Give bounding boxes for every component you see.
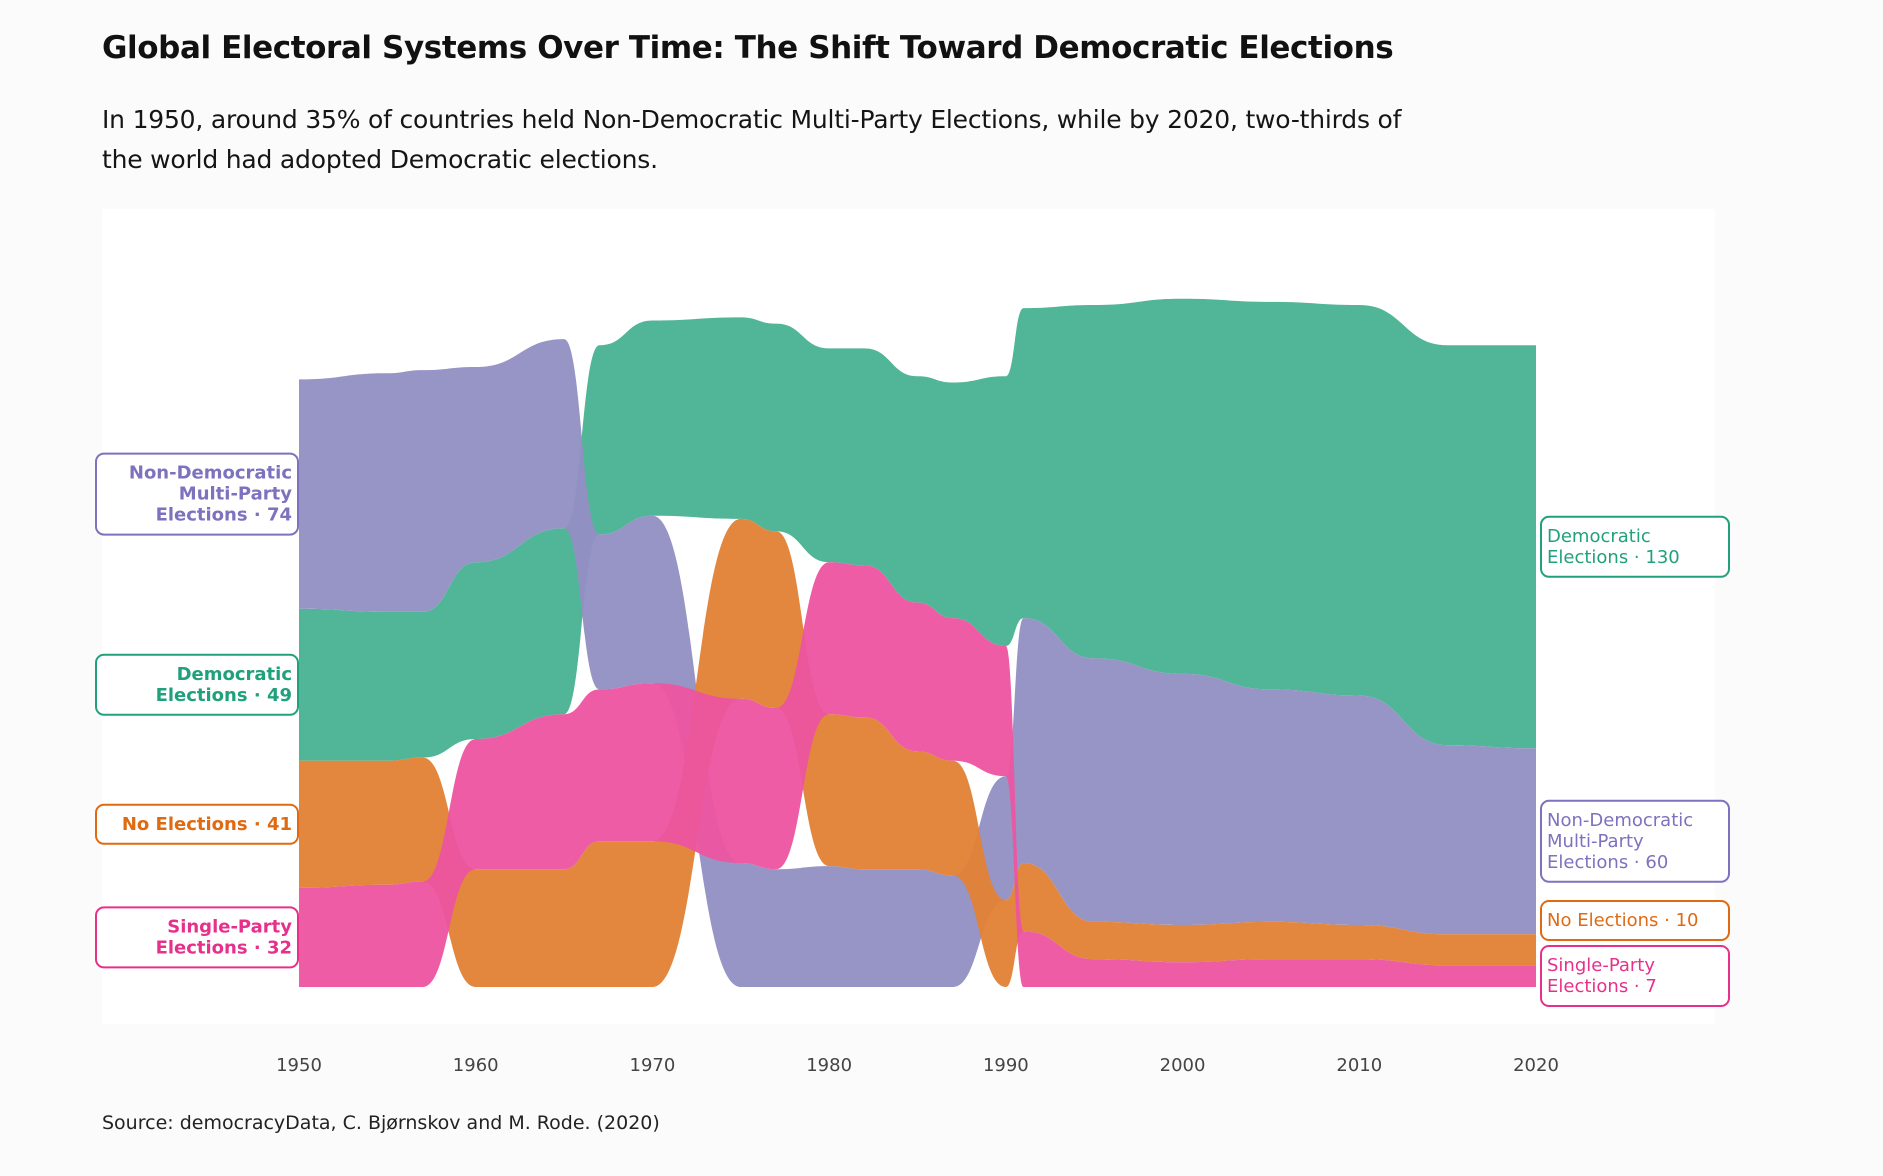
label-box bbox=[1540, 900, 1730, 941]
label-text: Multi-Party bbox=[179, 484, 292, 505]
x-tick-label: 1970 bbox=[630, 1055, 676, 1076]
x-tick-label: 2010 bbox=[1336, 1055, 1382, 1076]
label-text: Single-Party bbox=[1547, 955, 1655, 976]
x-tick-label: 2000 bbox=[1160, 1055, 1206, 1076]
x-tick-label: 1960 bbox=[453, 1055, 499, 1076]
label-text: Democratic bbox=[177, 664, 292, 685]
label-box bbox=[1540, 945, 1730, 1007]
label-box bbox=[95, 906, 299, 969]
label-box bbox=[95, 803, 299, 845]
label-text: Democratic bbox=[1547, 526, 1651, 547]
x-axis: 1950 1960 1970 1980 1990 2000 2010 2020 bbox=[276, 1055, 1559, 1076]
label-text: Elections · 7 bbox=[1547, 976, 1657, 997]
x-tick-label: 1990 bbox=[983, 1055, 1029, 1076]
label-box bbox=[1540, 799, 1730, 883]
right-label-no-elections: No Elections · 10 bbox=[1540, 900, 1730, 941]
label-text: Single-Party bbox=[167, 916, 292, 937]
stream-non-democratic-multi-party-elections bbox=[299, 339, 1536, 988]
label-text: Elections · 130 bbox=[1547, 547, 1680, 568]
x-tick-label: 2020 bbox=[1513, 1055, 1559, 1076]
chart-subtitle: In 1950, around 35% of countries held No… bbox=[102, 105, 1402, 174]
label-box bbox=[95, 653, 299, 716]
x-tick-label: 1980 bbox=[806, 1055, 852, 1076]
stream-no-elections bbox=[299, 518, 1536, 987]
left-label-no-elections: No Elections · 41 bbox=[95, 803, 299, 845]
label-text: Elections · 49 bbox=[156, 685, 292, 706]
label-text: No Elections · 10 bbox=[1547, 910, 1698, 931]
chart-title: Global Electoral Systems Over Time: The … bbox=[102, 30, 1394, 66]
label-box bbox=[1540, 515, 1730, 578]
stream-democratic-elections bbox=[299, 298, 1536, 761]
label-text: Non-Democratic bbox=[129, 463, 292, 484]
x-tick-label: 1950 bbox=[276, 1055, 322, 1076]
label-text: Elections · 74 bbox=[156, 505, 292, 526]
label-text: No Elections · 41 bbox=[122, 814, 292, 835]
label-text: Elections · 60 bbox=[1547, 852, 1668, 873]
stream-layers bbox=[299, 298, 1536, 988]
stream-single-party-elections bbox=[299, 562, 1536, 987]
label-text: Non-Democratic bbox=[1547, 810, 1693, 831]
label-text: Multi-Party bbox=[1547, 831, 1644, 852]
source-note: Source: democracyData, C. Bjørnskov and … bbox=[102, 1112, 660, 1134]
label-text: Elections · 32 bbox=[156, 937, 292, 958]
label-box bbox=[95, 452, 299, 536]
